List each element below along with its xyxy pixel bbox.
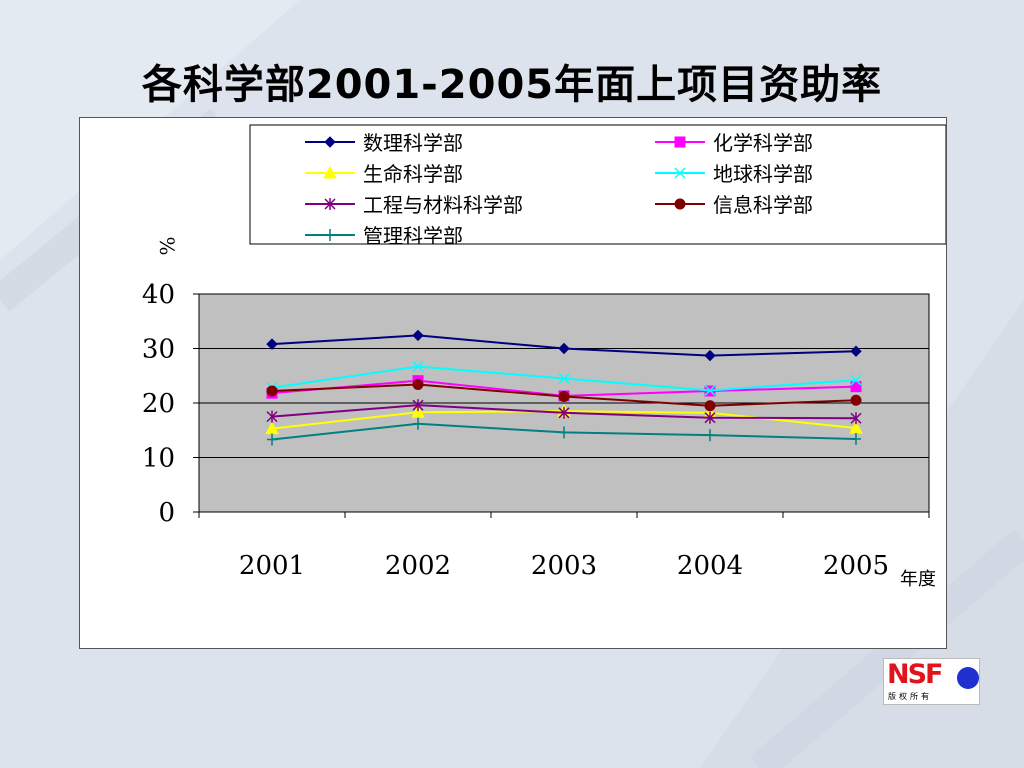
- y-tick-label: 10: [142, 444, 175, 474]
- legend-label: 工程与材料科学部: [363, 193, 523, 217]
- series-6: [266, 378, 862, 412]
- legend-marker: [323, 165, 337, 179]
- x-axis-label: 年度: [900, 569, 936, 590]
- data-point: [558, 390, 570, 402]
- series-7: [267, 417, 861, 446]
- legend-label: 化学科学部: [713, 131, 813, 155]
- data-point: [850, 345, 862, 357]
- legend-label: 生命科学部: [363, 162, 463, 186]
- data-point: [266, 410, 278, 423]
- data-point: [412, 360, 424, 373]
- series-lines: [265, 329, 863, 446]
- data-point: [412, 329, 424, 342]
- y-tick-label: 30: [142, 335, 175, 365]
- y-tick-label: 0: [158, 498, 175, 528]
- data-point: [704, 349, 716, 362]
- data-point: [411, 405, 425, 418]
- data-point: [266, 338, 278, 350]
- data-point: [559, 426, 569, 439]
- legend-item: 数理科学部: [305, 131, 463, 155]
- data-point: [704, 411, 716, 424]
- x-tick-label: 2002: [385, 551, 451, 581]
- data-point: [705, 429, 715, 442]
- data-point: [850, 381, 862, 393]
- data-point: [704, 400, 716, 412]
- data-point: [413, 417, 423, 430]
- x-tick-label: 2004: [677, 551, 743, 581]
- data-point: [412, 399, 424, 412]
- legend-item: 工程与材料科学部: [305, 193, 523, 217]
- legend-item: 地球科学部: [655, 162, 813, 186]
- series-5: [266, 399, 862, 425]
- data-point: [850, 374, 862, 386]
- data-point: [704, 384, 716, 396]
- legend-marker: [674, 167, 686, 179]
- legend-label: 管理科学部: [363, 224, 463, 248]
- x-tick-label: 2001: [239, 551, 305, 581]
- legend-label: 信息科学部: [713, 193, 813, 217]
- legend-item: 生命科学部: [305, 162, 463, 186]
- data-point: [850, 412, 862, 425]
- data-point: [558, 342, 570, 355]
- legend-box: [249, 124, 946, 245]
- data-point: [266, 385, 278, 397]
- series-4: [266, 360, 862, 396]
- y-axis-label: %: [155, 236, 179, 255]
- x-axis: 2001 2002 2003 2004 2005: [198, 512, 930, 581]
- slide-title: 各科学部2001-2005年面上项目资助率: [141, 62, 883, 108]
- y-tick-label: 40: [142, 280, 175, 310]
- x-tick-label: 2005: [823, 551, 889, 581]
- y-tick-label: 20: [142, 389, 175, 419]
- legend-item: 管理科学部: [305, 224, 463, 248]
- logo-text: NSF: [887, 659, 943, 690]
- legend-item: 化学科学部: [655, 131, 813, 155]
- data-point: [412, 378, 424, 390]
- legend-marker: [325, 229, 335, 241]
- logo-rights-text: 版权所有: [888, 692, 932, 701]
- chart-panel: 数理科学部 化学科学部生命科学部 地球科学部工程与材料科学部 信息科学部管理科学部 0…: [79, 117, 947, 649]
- logo-dot-icon: [957, 667, 979, 689]
- series-1: [266, 329, 862, 362]
- data-point: [850, 394, 862, 406]
- legend-marker: [674, 136, 686, 148]
- nsfc-logo: NSF 版权所有: [883, 658, 980, 705]
- y-axis: 0 10 20 30 40: [142, 280, 199, 528]
- legend-item: 信息科学部: [655, 193, 813, 217]
- legend-marker: [674, 198, 686, 210]
- legend-marker: [324, 198, 336, 210]
- data-point: [267, 433, 277, 446]
- legend-marker: [324, 136, 336, 148]
- data-point: [851, 432, 861, 445]
- legend-label: 地球科学部: [713, 162, 813, 186]
- data-point: [558, 372, 570, 385]
- x-tick-label: 2003: [531, 551, 597, 581]
- data-point: [558, 406, 570, 419]
- legend-label: 数理科学部: [363, 131, 463, 155]
